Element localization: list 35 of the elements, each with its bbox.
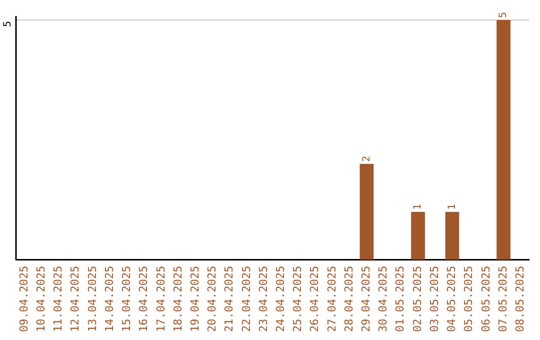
- data-label: 5: [498, 12, 510, 18]
- data-label: 1: [446, 204, 458, 210]
- x-tick-label: 20.04.2025: [206, 266, 219, 332]
- x-tick-label: 29.04.2025: [360, 266, 373, 332]
- x-tick-label: 01.05.2025: [394, 266, 407, 332]
- x-tick-label: 27.04.2025: [325, 266, 338, 332]
- x-tick-label: 12.04.2025: [68, 266, 82, 332]
- x-tick-label: 28.04.2025: [342, 266, 356, 332]
- x-tick-label: 09.04.2025: [17, 266, 30, 332]
- x-tick-label: 08.05.2025: [513, 266, 526, 332]
- x-tick-label: 05.05.2025: [462, 266, 476, 332]
- x-tick-label: 21.04.2025: [222, 266, 236, 332]
- x-tick-label: 04.05.2025: [445, 266, 458, 332]
- x-tick-label: 06.05.2025: [479, 266, 492, 332]
- x-tick-label: 24.04.2025: [274, 266, 288, 332]
- x-tick-label: 14.04.2025: [102, 266, 116, 332]
- x-tick-label: 16.04.2025: [137, 266, 150, 332]
- x-tick-label: 07.05.2025: [496, 266, 510, 332]
- x-tick-label: 26.04.2025: [308, 266, 322, 332]
- x-tick-label: 17.04.2025: [154, 266, 168, 332]
- x-tick-label: 22.04.2025: [240, 266, 253, 332]
- x-tick-label: 11.04.2025: [52, 266, 65, 332]
- x-tick-label: 15.04.2025: [120, 266, 134, 332]
- x-tick-label: 02.05.2025: [410, 266, 424, 332]
- x-tick-label: 18.04.2025: [171, 266, 184, 332]
- x-tick-label: 10.04.2025: [34, 266, 48, 332]
- x-tick-label: 13.04.2025: [86, 266, 99, 332]
- x-tick-label: 25.04.2025: [291, 266, 304, 332]
- data-label: 2: [361, 156, 372, 162]
- x-tick-label: 30.04.2025: [376, 266, 390, 332]
- ref-line-label: 5: [2, 20, 14, 28]
- x-tick-label: 19.04.2025: [188, 266, 202, 332]
- x-tick-label: 23.04.2025: [256, 266, 270, 332]
- data-label: 1: [412, 204, 424, 210]
- x-tick-label: 03.05.2025: [428, 266, 441, 332]
